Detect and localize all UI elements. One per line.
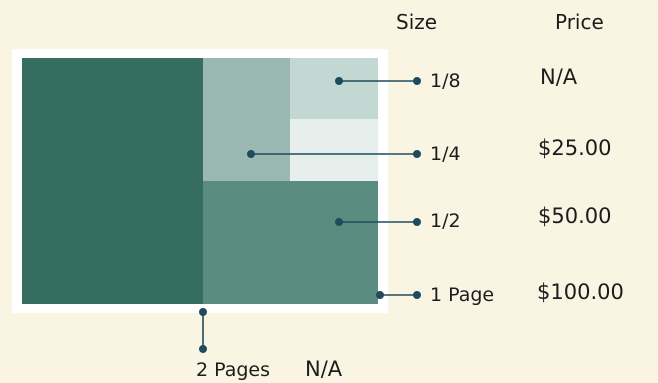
size-label-page: 1 Page [430,284,495,306]
two-pages-leader-line [199,307,208,353]
price-two-pages: N/A [305,357,343,381]
price-quarter: $25.00 [538,136,612,160]
size-label-two-pages: 2 Pages [196,359,271,381]
price-half: $50.00 [538,204,612,228]
size-column-header: Size [396,10,438,34]
empty-slot-area [290,119,378,181]
price-eighth: N/A [540,65,578,89]
size-label-half: 1/2 [430,210,461,232]
size-label-eighth: 1/8 [430,70,461,92]
half-leader-line [334,218,421,227]
eighth-page-area [290,58,378,119]
eighth-leader-line [334,77,421,86]
price-column-header: Price [555,10,604,34]
size-label-quarter: 1/4 [430,143,461,165]
quarter-page-area [203,58,291,181]
half-page-area [203,181,378,304]
page-leader-line [375,290,421,299]
quarter-leader-line [247,150,421,159]
price-page: $100.00 [537,280,624,304]
two-pages-area [22,58,204,304]
